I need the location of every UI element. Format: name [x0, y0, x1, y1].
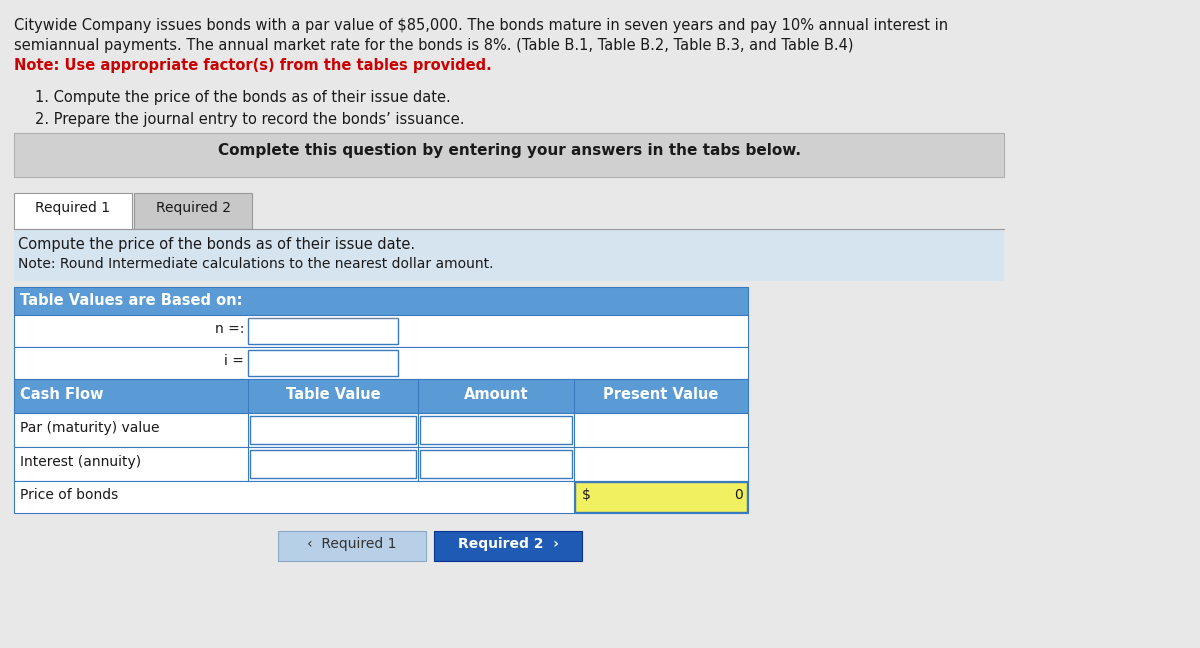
Text: Required 2  ›: Required 2 › — [457, 537, 558, 551]
Text: 2. Prepare the journal entry to record the bonds’ issuance.: 2. Prepare the journal entry to record t… — [35, 112, 464, 127]
Text: n =:: n =: — [215, 322, 244, 336]
Bar — [248, 318, 398, 344]
Bar — [14, 447, 748, 481]
Text: i =: i = — [224, 354, 244, 368]
Text: Note: Use appropriate factor(s) from the tables provided.: Note: Use appropriate factor(s) from the… — [14, 58, 492, 73]
Text: Par (maturity) value: Par (maturity) value — [20, 421, 160, 435]
Bar — [575, 482, 746, 512]
Bar — [250, 416, 416, 444]
Text: Present Value: Present Value — [604, 387, 719, 402]
Bar — [420, 416, 572, 444]
Bar — [14, 133, 1004, 177]
Text: Table Value: Table Value — [286, 387, 380, 402]
Bar — [14, 481, 748, 513]
Text: Required 1: Required 1 — [36, 201, 110, 215]
Text: Compute the price of the bonds as of their issue date.: Compute the price of the bonds as of the… — [18, 237, 415, 252]
Bar — [14, 287, 748, 315]
Text: Price of bonds: Price of bonds — [20, 488, 119, 502]
Bar — [14, 315, 748, 347]
Text: Amount: Amount — [463, 387, 528, 402]
Text: Required 2: Required 2 — [156, 201, 230, 215]
Bar — [14, 193, 132, 229]
Bar — [14, 347, 748, 379]
Text: $: $ — [582, 488, 590, 502]
Bar — [278, 531, 426, 561]
Text: 1. Compute the price of the bonds as of their issue date.: 1. Compute the price of the bonds as of … — [35, 90, 451, 105]
Text: Cash Flow: Cash Flow — [20, 387, 103, 402]
Bar — [248, 350, 398, 376]
Bar — [434, 531, 582, 561]
Bar — [14, 379, 748, 413]
Text: Complete this question by entering your answers in the tabs below.: Complete this question by entering your … — [217, 143, 800, 158]
Bar — [14, 413, 748, 447]
Text: ‹  Required 1: ‹ Required 1 — [307, 537, 397, 551]
Text: Interest (annuity): Interest (annuity) — [20, 455, 142, 469]
Text: 0: 0 — [734, 488, 743, 502]
Bar — [14, 229, 1004, 281]
Bar — [420, 450, 572, 478]
Text: Table Values are Based on:: Table Values are Based on: — [20, 293, 242, 308]
Text: semiannual payments. The annual market rate for the bonds is 8%. (Table B.1, Tab: semiannual payments. The annual market r… — [14, 38, 853, 53]
Bar — [134, 193, 252, 229]
Text: Note: Round Intermediate calculations to the nearest dollar amount.: Note: Round Intermediate calculations to… — [18, 257, 493, 271]
Bar — [250, 450, 416, 478]
Text: Citywide Company issues bonds with a par value of $85,000. The bonds mature in s: Citywide Company issues bonds with a par… — [14, 18, 948, 33]
